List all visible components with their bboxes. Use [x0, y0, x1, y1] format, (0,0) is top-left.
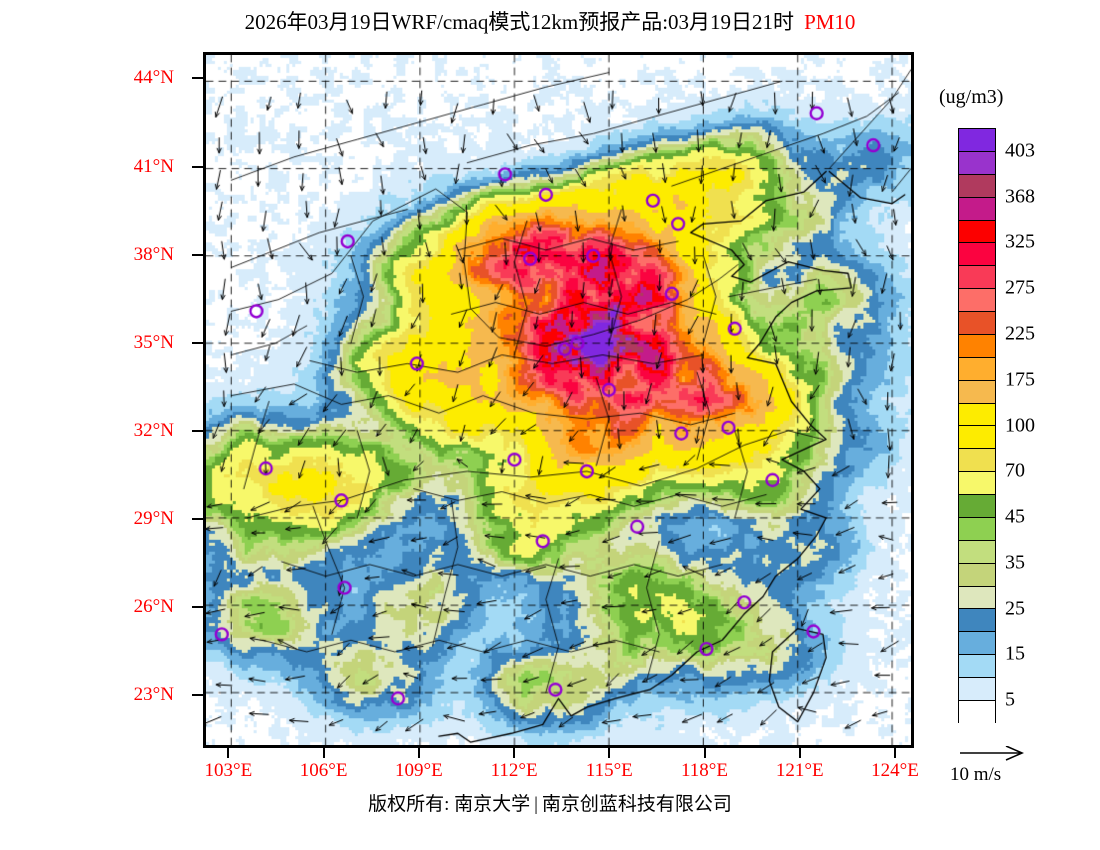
longitude-tick-label: 103°E	[204, 760, 253, 781]
latitude-tick-label: 23°N	[133, 684, 174, 706]
colorbar-band	[959, 151, 995, 175]
colorbar-band	[959, 449, 995, 473]
longitude-tick-label: 106°E	[299, 760, 348, 781]
longitude-tick-mark	[703, 748, 706, 758]
latitude-axis: 44°N 41°N 38°N 35°N 32°N 29°N 26°N 23°N	[118, 52, 203, 748]
colorbar-band	[959, 632, 995, 656]
colorbar-band	[959, 700, 995, 724]
colorbar-tick-label: 275	[1005, 276, 1035, 299]
longitude-tick-mark	[322, 748, 325, 758]
colorbar-band	[959, 609, 995, 633]
latitude-tick-mark	[192, 77, 203, 80]
colorbar-band	[959, 586, 995, 610]
wind-scale-label: 10 m/s	[950, 764, 1002, 785]
longitude-tick-mark	[417, 748, 420, 758]
latitude-tick-mark	[192, 606, 203, 609]
latitude-tick-mark	[192, 165, 203, 168]
latitude-tick-label: 29°N	[133, 507, 174, 529]
map-plot-area[interactable]	[203, 52, 914, 748]
longitude-tick-label: 121°E	[775, 760, 824, 781]
colorbar-band	[959, 495, 995, 518]
colorbar-strip	[958, 128, 996, 724]
longitude-tick-label: 118°E	[681, 760, 728, 781]
species-label: PM10	[804, 10, 856, 34]
colorbar-tick-label: 325	[1005, 230, 1035, 253]
copyright-company: 南京创蓝科技有限公司	[541, 794, 732, 815]
colorbar-tick-label: 70	[1005, 459, 1025, 482]
colorbar-tick-label: 5	[1005, 688, 1015, 711]
longitude-tick-label: 115°E	[585, 760, 633, 781]
copyright-owner: 版权所有: 南京大学	[368, 794, 531, 815]
colorbar-band	[959, 220, 995, 244]
colorbar-tick-label: 403	[1005, 139, 1035, 162]
colorbar-band	[959, 357, 995, 381]
title-bar: 2026年03月19日WRF/cmaq模式12km预报产品:03月19日21时 P…	[0, 6, 1100, 36]
longitude-tick-label: 112°E	[490, 760, 538, 781]
latitude-tick-label: 38°N	[133, 243, 174, 265]
colorbar-tick-label: 35	[1005, 551, 1025, 574]
colorbar-tick-label: 100	[1005, 414, 1035, 436]
colorbar-band	[959, 334, 995, 358]
wind-vector-icon	[960, 746, 1024, 761]
colorbar-band	[959, 472, 995, 495]
colorbar-band	[959, 243, 995, 267]
wind-scale-legend: 10 m/s	[950, 742, 1090, 792]
colorbar-tick-label: 368	[1005, 185, 1035, 208]
colorbar-tick-label: 25	[1005, 597, 1025, 620]
longitude-tick-mark	[227, 748, 230, 758]
copyright-divider: |	[534, 794, 538, 815]
latitude-tick-mark	[192, 341, 203, 344]
latitude-tick-label: 44°N	[133, 67, 174, 89]
colorbar-units-label: (ug/m3)	[939, 86, 1004, 108]
colorbar-tick-label: 225	[1005, 322, 1035, 345]
page-title: 2026年03月19日WRF/cmaq模式12km预报产品:03月19日21时	[244, 10, 795, 34]
longitude-tick-mark	[893, 748, 896, 758]
colorbar-band	[959, 678, 995, 701]
colorbar-band	[959, 380, 995, 404]
longitude-tick-label: 124°E	[871, 760, 919, 781]
latitude-tick-label: 35°N	[133, 331, 174, 353]
latitude-tick-mark	[192, 429, 203, 432]
colorbar-band	[959, 266, 995, 290]
latitude-tick-mark	[192, 517, 203, 520]
colorbar-tick-label: 175	[1005, 368, 1035, 391]
longitude-tick-label: 109°E	[394, 760, 443, 781]
colorbar-band	[959, 289, 995, 312]
copyright-footer: 版权所有: 南京大学 | 南京创蓝科技有限公司	[0, 789, 1100, 816]
colorbar-band	[959, 174, 995, 198]
colorbar-band	[959, 129, 995, 152]
longitude-tick-mark	[513, 748, 516, 758]
colorbar-band	[959, 312, 995, 335]
colorbar-band	[959, 655, 995, 678]
colorbar-legend: (ug/m3) 403 368 325 275 225 175 100 70 45 35 25 15 5	[935, 80, 1095, 740]
latitude-tick-label: 26°N	[133, 596, 174, 618]
colorbar-band	[959, 540, 995, 564]
colorbar-band	[959, 197, 995, 221]
latitude-tick-mark	[192, 694, 203, 697]
colorbar-band	[959, 426, 995, 450]
colorbar-band	[959, 563, 995, 587]
longitude-tick-mark	[798, 748, 801, 758]
latitude-tick-label: 41°N	[133, 155, 174, 177]
latitude-tick-label: 32°N	[133, 419, 174, 441]
forecast-map-canvas[interactable]	[206, 55, 911, 745]
colorbar-band	[959, 403, 995, 427]
colorbar-tick-label: 15	[1005, 642, 1025, 665]
colorbar-band	[959, 517, 995, 541]
longitude-axis: 103°E 106°E 109°E 112°E 115°E 118°E 121°E 124°E	[203, 748, 919, 788]
colorbar-tick-label: 45	[1005, 505, 1025, 528]
longitude-tick-mark	[608, 748, 611, 758]
latitude-tick-mark	[192, 253, 203, 256]
